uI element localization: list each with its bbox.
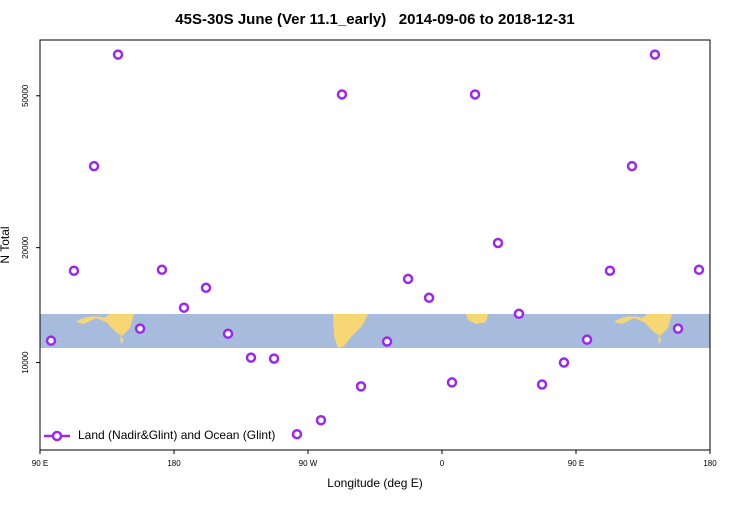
x-tick-label: 90 E bbox=[568, 459, 584, 468]
point bbox=[88, 160, 100, 172]
plot-frame bbox=[39, 39, 711, 451]
point bbox=[693, 264, 705, 276]
legend-label: Land (Nadir&Glint) and Ocean (Glint) bbox=[78, 428, 275, 442]
point bbox=[604, 265, 616, 276]
point bbox=[200, 282, 212, 294]
point bbox=[492, 237, 504, 249]
point bbox=[402, 273, 414, 285]
point bbox=[626, 160, 638, 172]
x-tick-label: 0 bbox=[440, 459, 445, 468]
point bbox=[558, 357, 570, 368]
point bbox=[245, 352, 257, 363]
point bbox=[268, 353, 280, 364]
point bbox=[446, 377, 458, 388]
ocean-band bbox=[40, 314, 710, 348]
land-shape bbox=[76, 314, 134, 336]
land-shape bbox=[120, 336, 124, 344]
point bbox=[649, 49, 661, 60]
x-tick-label: 90 E bbox=[32, 459, 48, 468]
point bbox=[112, 49, 124, 60]
point bbox=[536, 379, 548, 390]
point bbox=[178, 302, 190, 313]
point bbox=[469, 89, 481, 100]
point bbox=[45, 335, 57, 346]
y-tick-label: 10000 bbox=[21, 351, 30, 374]
land-shape bbox=[333, 314, 368, 348]
point bbox=[134, 323, 146, 334]
y-axis-label: N Total bbox=[0, 226, 12, 263]
x-tick-label: 90 W bbox=[299, 459, 318, 468]
land-shape bbox=[466, 314, 488, 324]
point bbox=[581, 334, 593, 345]
x-tick-label: 180 bbox=[167, 459, 181, 468]
legend-marker bbox=[51, 430, 63, 442]
y-tick-label: 20000 bbox=[21, 236, 30, 259]
point bbox=[355, 381, 367, 392]
point bbox=[68, 265, 80, 276]
x-tick-label: 180 bbox=[703, 459, 717, 468]
point bbox=[156, 264, 168, 276]
land-shape bbox=[614, 314, 672, 336]
point bbox=[336, 89, 348, 100]
point bbox=[381, 336, 393, 347]
point bbox=[222, 328, 234, 339]
point bbox=[423, 292, 435, 304]
land-shape bbox=[658, 336, 662, 344]
point bbox=[291, 428, 303, 440]
point bbox=[672, 323, 684, 334]
x-axis-label: Longitude (deg E) bbox=[327, 476, 422, 490]
point bbox=[315, 414, 327, 426]
y-tick-label: 50000 bbox=[21, 84, 30, 107]
point bbox=[513, 308, 525, 320]
map-band bbox=[40, 314, 710, 348]
chart-title: 45S-30S June (Ver 11.1_early) 2014-09-06… bbox=[175, 11, 574, 28]
